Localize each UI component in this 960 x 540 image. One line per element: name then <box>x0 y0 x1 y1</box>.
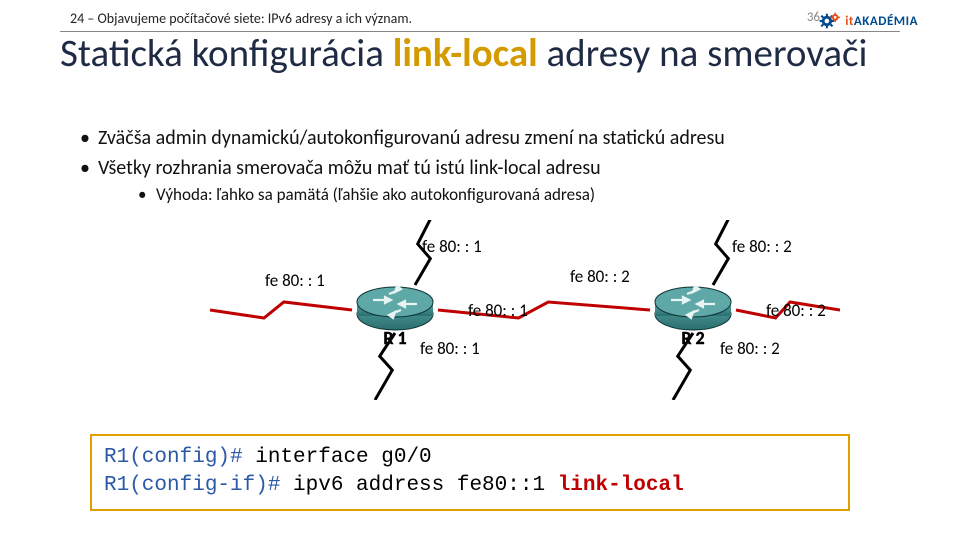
svg-text:fe 80: : 1: fe 80: : 1 <box>468 300 528 321</box>
svg-text:fe 80: : 2: fe 80: : 2 <box>720 338 780 359</box>
bullet-2: Všetky rozhrania smerovača môžu mať tú i… <box>80 156 910 205</box>
bullet-1: Zväčša admin dynamickú/autokonfigurovanú… <box>80 126 910 150</box>
sub-bullet-1: Výhoda: ľahko sa pamätá (ľahšie ako auto… <box>138 184 910 205</box>
lesson-title: 24 – Objavujeme počítačové siete: IPv6 a… <box>70 10 412 27</box>
title-after: adresy na smerovači <box>538 30 868 77</box>
slide-header: 24 – Objavujeme počítačové siete: IPv6 a… <box>0 8 960 32</box>
svg-text:fe 80: : 1: fe 80: : 1 <box>265 270 325 291</box>
svg-text:fe 80: : 1: fe 80: : 1 <box>422 236 482 257</box>
cli-cmd-2: ipv6 address fe80::1 <box>293 474 558 497</box>
svg-text:fe 80: : 1: fe 80: : 1 <box>420 338 480 359</box>
svg-text:fe 80: : 2: fe 80: : 2 <box>570 266 630 287</box>
content-area: Zväčša admin dynamickú/autokonfigurovanú… <box>80 126 910 211</box>
cli-prompt-2: R1(config-if)# <box>104 474 293 497</box>
logo-it: it <box>845 14 854 29</box>
logo-ak: AKADÉMIA <box>854 14 918 29</box>
title-highlight: link-local <box>393 30 538 77</box>
cli-codebox: R1(config)# interface g0/0 R1(config-if)… <box>90 434 850 511</box>
svg-text:fe 80: : 2: fe 80: : 2 <box>766 300 826 321</box>
cli-cmd-1: interface g0/0 <box>255 446 431 469</box>
cli-keyword: link-local <box>558 474 684 497</box>
bullet-2-text: Všetky rozhrania smerovača môžu mať tú i… <box>98 156 601 180</box>
svg-text:R 1: R 1 <box>383 327 406 349</box>
network-diagram: R 1R 1 R 2R 2fe 80: : 1fe 80: : 2fe 80: … <box>120 220 840 400</box>
svg-text:R 2: R 2 <box>681 327 704 349</box>
logo-text: it AKADÉMIA <box>845 14 918 29</box>
cli-prompt-1: R1(config)# <box>104 446 255 469</box>
title-before: Statická konfigurácia <box>60 30 393 77</box>
slide-title: Statická konfigurácia link-local adresy … <box>60 34 900 75</box>
svg-text:fe 80: : 2: fe 80: : 2 <box>732 236 792 257</box>
